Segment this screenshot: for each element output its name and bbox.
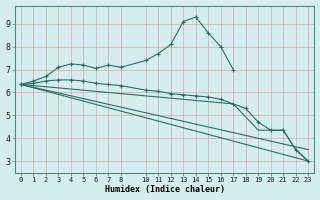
X-axis label: Humidex (Indice chaleur): Humidex (Indice chaleur) [105,185,225,194]
